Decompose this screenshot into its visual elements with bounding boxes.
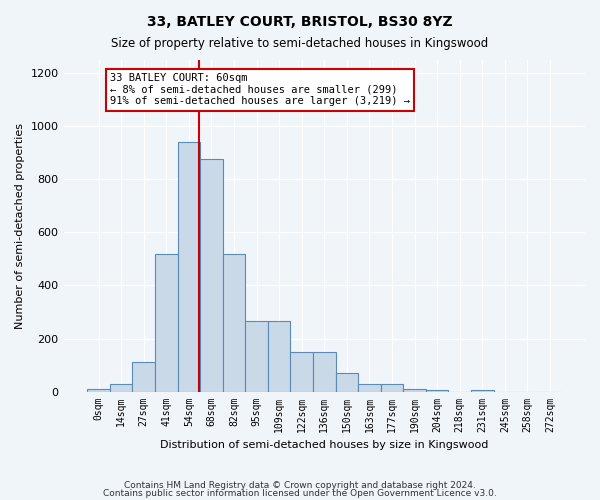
Bar — [426, 390, 448, 392]
Bar — [471, 390, 494, 392]
X-axis label: Distribution of semi-detached houses by size in Kingswood: Distribution of semi-detached houses by … — [160, 440, 488, 450]
Bar — [268, 322, 290, 392]
Bar — [133, 362, 155, 392]
Text: Contains public sector information licensed under the Open Government Licence v3: Contains public sector information licen… — [103, 488, 497, 498]
Bar — [358, 384, 381, 392]
Bar — [403, 389, 426, 392]
Text: Size of property relative to semi-detached houses in Kingswood: Size of property relative to semi-detach… — [112, 38, 488, 51]
Bar — [335, 373, 358, 392]
Bar — [290, 352, 313, 392]
Bar — [200, 160, 223, 392]
Bar — [381, 384, 403, 392]
Bar — [155, 254, 178, 392]
Text: Contains HM Land Registry data © Crown copyright and database right 2024.: Contains HM Land Registry data © Crown c… — [124, 481, 476, 490]
Bar — [110, 384, 133, 392]
Bar — [87, 390, 110, 392]
Bar — [223, 254, 245, 392]
Text: 33 BATLEY COURT: 60sqm
← 8% of semi-detached houses are smaller (299)
91% of sem: 33 BATLEY COURT: 60sqm ← 8% of semi-deta… — [110, 74, 410, 106]
Bar — [313, 352, 335, 392]
Y-axis label: Number of semi-detached properties: Number of semi-detached properties — [15, 123, 25, 329]
Bar — [245, 322, 268, 392]
Bar — [178, 142, 200, 392]
Text: 33, BATLEY COURT, BRISTOL, BS30 8YZ: 33, BATLEY COURT, BRISTOL, BS30 8YZ — [147, 15, 453, 29]
